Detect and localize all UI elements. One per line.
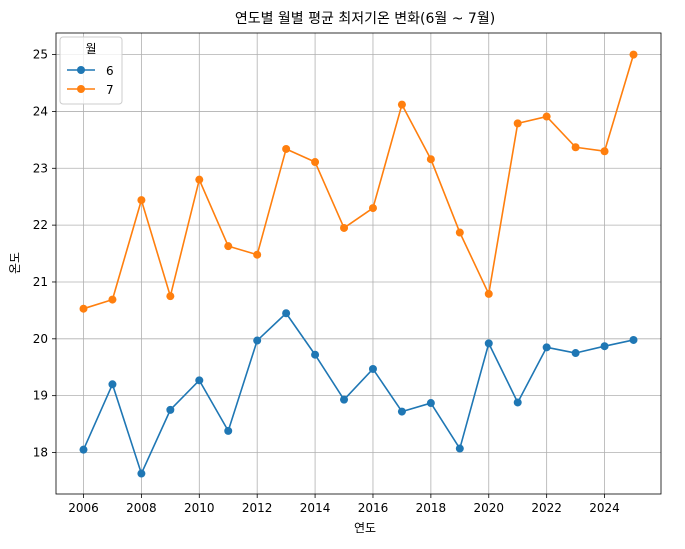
grid xyxy=(56,33,661,494)
data-point-7 xyxy=(253,250,262,259)
x-tick-label: 2010 xyxy=(184,501,215,515)
y-tick-label: 25 xyxy=(33,48,48,62)
data-point-6 xyxy=(108,380,117,389)
data-point-7 xyxy=(368,204,377,213)
data-point-6 xyxy=(224,426,233,435)
y-tick-label: 18 xyxy=(33,446,48,460)
x-axis-label: 연도 xyxy=(354,521,376,535)
data-point-6 xyxy=(397,407,406,416)
series-line-6 xyxy=(82,312,634,475)
data-point-6 xyxy=(542,343,551,352)
data-point-6 xyxy=(311,350,320,359)
data-point-7 xyxy=(340,223,349,232)
data-point-7 xyxy=(629,50,638,59)
legend-title: 월 xyxy=(85,42,96,56)
y-axis-label: 온도 xyxy=(8,252,22,274)
legend: 월 6 7 xyxy=(59,36,123,105)
data-point-7 xyxy=(195,175,204,184)
data-point-6 xyxy=(455,444,464,453)
data-point-6 xyxy=(629,335,638,344)
data-point-7 xyxy=(79,304,88,313)
legend-marker-7 xyxy=(77,85,85,93)
data-point-7 xyxy=(484,289,493,298)
y-tick-label: 19 xyxy=(33,389,48,403)
x-tick-label: 2024 xyxy=(589,501,620,515)
axes: 2006 2008 2010 2012 2014 2016 2018 2020 2022 2024… xyxy=(33,48,620,515)
y-tick-label: 20 xyxy=(33,332,48,346)
plot-frame xyxy=(55,32,662,495)
data-point-6 xyxy=(426,399,435,408)
data-point-6 xyxy=(368,364,377,373)
data-point-6 xyxy=(79,445,88,454)
series-group xyxy=(79,50,638,478)
data-point-6 xyxy=(195,376,204,385)
y-tick-label: 21 xyxy=(33,275,48,289)
data-point-6 xyxy=(571,349,580,358)
data-point-6 xyxy=(282,309,291,318)
x-tick-label: 2006 xyxy=(68,501,99,515)
data-point-6 xyxy=(600,342,609,351)
data-point-7 xyxy=(137,196,146,205)
data-point-7 xyxy=(455,228,464,237)
legend-label-6: 6 xyxy=(106,64,114,78)
data-point-7 xyxy=(282,144,291,153)
x-tick-label: 2020 xyxy=(473,501,504,515)
data-point-6 xyxy=(253,336,262,345)
data-point-6 xyxy=(137,469,146,478)
data-point-7 xyxy=(600,147,609,156)
data-point-7 xyxy=(224,242,233,251)
x-tick-label: 2014 xyxy=(300,501,331,515)
data-point-7 xyxy=(513,119,522,128)
legend-label-7: 7 xyxy=(106,83,114,97)
y-tick-label: 24 xyxy=(33,104,48,118)
series-line-7 xyxy=(83,54,635,310)
legend-marker-6 xyxy=(77,66,85,74)
x-tick-label: 2016 xyxy=(358,501,389,515)
data-point-7 xyxy=(571,143,580,152)
x-tick-label: 2008 xyxy=(126,501,157,515)
y-tick-label: 23 xyxy=(33,161,48,175)
data-point-7 xyxy=(311,158,320,167)
data-point-7 xyxy=(542,112,551,121)
data-point-6 xyxy=(513,398,522,407)
x-tick-label: 2022 xyxy=(531,501,562,515)
data-point-7 xyxy=(397,100,406,109)
x-tick-label: 2018 xyxy=(416,501,447,515)
data-point-7 xyxy=(426,155,435,164)
y-tick-label: 22 xyxy=(33,218,48,232)
data-point-6 xyxy=(166,405,175,414)
data-point-6 xyxy=(484,339,493,348)
data-point-6 xyxy=(340,395,349,404)
data-point-7 xyxy=(166,292,175,301)
x-tick-label: 2012 xyxy=(242,501,273,515)
data-point-7 xyxy=(108,295,117,304)
chart-title: 연도별 월별 평균 최저기온 변화(6월 ~ 7월) xyxy=(235,11,495,27)
